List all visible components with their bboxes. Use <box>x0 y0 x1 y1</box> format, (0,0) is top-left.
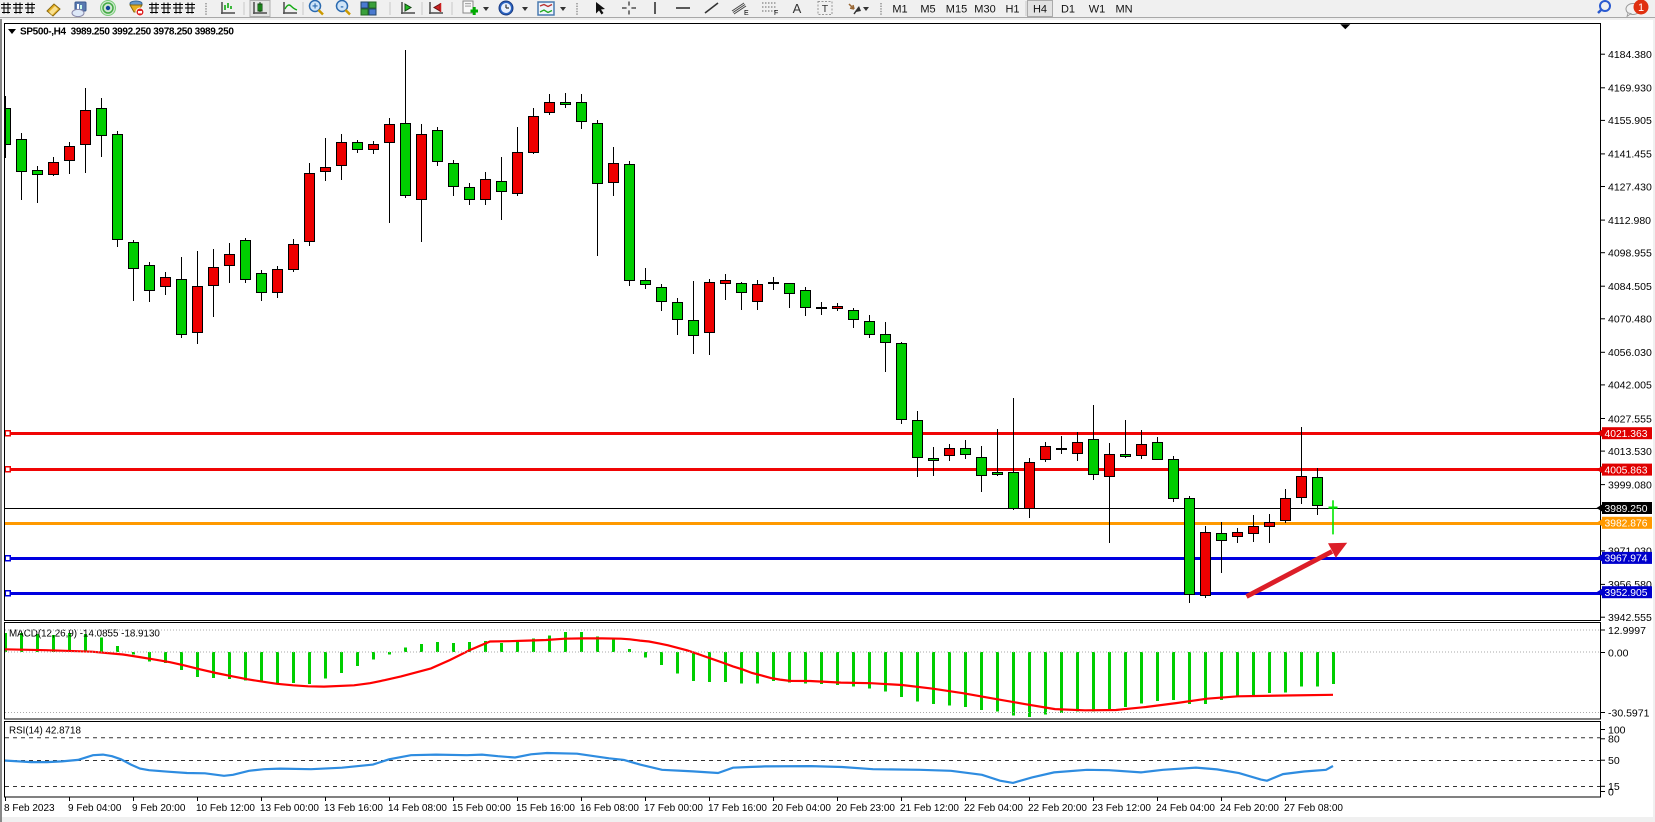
svg-text:M30: M30 <box>974 4 995 16</box>
svg-text:SP500-,H4 3989.250 3992.250 3: SP500-,H4 3989.250 3992.250 3978.250 398… <box>20 27 234 38</box>
svg-text:3967.974: 3967.974 <box>1605 554 1648 565</box>
svg-text:12.9997: 12.9997 <box>1608 625 1646 637</box>
svg-text:17 Feb 16:00: 17 Feb 16:00 <box>708 803 767 814</box>
svg-text:3999.080: 3999.080 <box>1608 479 1652 491</box>
svg-text:M15: M15 <box>946 4 967 16</box>
svg-text:24 Feb 04:00: 24 Feb 04:00 <box>1156 803 1215 814</box>
svg-text:1: 1 <box>1638 2 1644 14</box>
svg-text:3952.905: 3952.905 <box>1605 588 1648 599</box>
svg-text:4098.955: 4098.955 <box>1608 248 1652 260</box>
svg-text:4013.530: 4013.530 <box>1608 446 1652 458</box>
svg-text:T: T <box>822 3 829 15</box>
svg-text:13 Feb 00:00: 13 Feb 00:00 <box>260 803 319 814</box>
svg-text:8 Feb 2023: 8 Feb 2023 <box>4 803 55 814</box>
svg-text:23 Feb 12:00: 23 Feb 12:00 <box>1092 803 1151 814</box>
svg-text:14 Feb 08:00: 14 Feb 08:00 <box>388 803 447 814</box>
svg-text:4084.505: 4084.505 <box>1608 281 1652 293</box>
svg-text:4127.430: 4127.430 <box>1608 181 1652 193</box>
svg-text:27 Feb 08:00: 27 Feb 08:00 <box>1284 803 1343 814</box>
svg-text:M1: M1 <box>892 4 907 16</box>
svg-text:4112.980: 4112.980 <box>1608 215 1651 227</box>
svg-text:A: A <box>793 1 802 16</box>
svg-text:E: E <box>744 10 749 17</box>
svg-text:4155.905: 4155.905 <box>1608 115 1652 127</box>
svg-text:9 Feb 04:00: 9 Feb 04:00 <box>68 803 122 814</box>
svg-text:16 Feb 08:00: 16 Feb 08:00 <box>580 803 639 814</box>
svg-text:15 Feb 16:00: 15 Feb 16:00 <box>516 803 575 814</box>
svg-text:-: - <box>340 2 343 13</box>
svg-text:4027.555: 4027.555 <box>1608 413 1652 425</box>
svg-text:20 Feb 04:00: 20 Feb 04:00 <box>772 803 831 814</box>
svg-text:80: 80 <box>1608 734 1620 746</box>
svg-text:4070.480: 4070.480 <box>1608 314 1652 326</box>
svg-text:50: 50 <box>1608 755 1620 767</box>
svg-text:100: 100 <box>1608 724 1626 736</box>
svg-text:F: F <box>774 10 778 17</box>
svg-text:4005.863: 4005.863 <box>1605 465 1648 476</box>
svg-text:MN: MN <box>1115 4 1132 16</box>
svg-text:-30.5971: -30.5971 <box>1608 707 1650 719</box>
svg-text:4042.005: 4042.005 <box>1608 380 1652 392</box>
svg-text:4021.363: 4021.363 <box>1605 429 1648 440</box>
svg-text:H4: H4 <box>1033 4 1047 16</box>
svg-text:4169.930: 4169.930 <box>1608 83 1652 95</box>
svg-text:3942.555: 3942.555 <box>1608 612 1652 624</box>
svg-text:D1: D1 <box>1061 4 1075 16</box>
svg-text:3982.876: 3982.876 <box>1605 519 1648 530</box>
svg-text:4184.380: 4184.380 <box>1608 49 1652 61</box>
svg-text:M5: M5 <box>920 4 935 16</box>
svg-text:22 Feb 04:00: 22 Feb 04:00 <box>964 803 1023 814</box>
svg-text:22 Feb 20:00: 22 Feb 20:00 <box>1028 803 1087 814</box>
svg-text:13 Feb 16:00: 13 Feb 16:00 <box>324 803 383 814</box>
svg-text:17 Feb 00:00: 17 Feb 00:00 <box>644 803 703 814</box>
svg-text:21 Feb 12:00: 21 Feb 12:00 <box>900 803 959 814</box>
svg-text:3989.250: 3989.250 <box>1605 504 1648 515</box>
svg-text:0: 0 <box>1608 786 1614 798</box>
svg-text:+: + <box>312 2 318 13</box>
svg-text:24 Feb 20:00: 24 Feb 20:00 <box>1220 803 1279 814</box>
svg-text:H1: H1 <box>1005 4 1019 16</box>
svg-text:4141.455: 4141.455 <box>1608 149 1652 161</box>
svg-text:9 Feb 20:00: 9 Feb 20:00 <box>132 803 186 814</box>
svg-text:10 Feb 12:00: 10 Feb 12:00 <box>196 803 255 814</box>
svg-text:MACD(12,26,9) -14.0855 -18.913: MACD(12,26,9) -14.0855 -18.9130 <box>9 629 160 640</box>
svg-text:0.00: 0.00 <box>1608 647 1629 659</box>
svg-text:4056.030: 4056.030 <box>1608 347 1652 359</box>
svg-text:W1: W1 <box>1089 4 1106 16</box>
svg-text:RSI(14) 42.8718: RSI(14) 42.8718 <box>9 726 81 737</box>
svg-text:15 Feb 00:00: 15 Feb 00:00 <box>452 803 511 814</box>
svg-text:20 Feb 23:00: 20 Feb 23:00 <box>836 803 895 814</box>
svg-text:15: 15 <box>1608 781 1620 793</box>
